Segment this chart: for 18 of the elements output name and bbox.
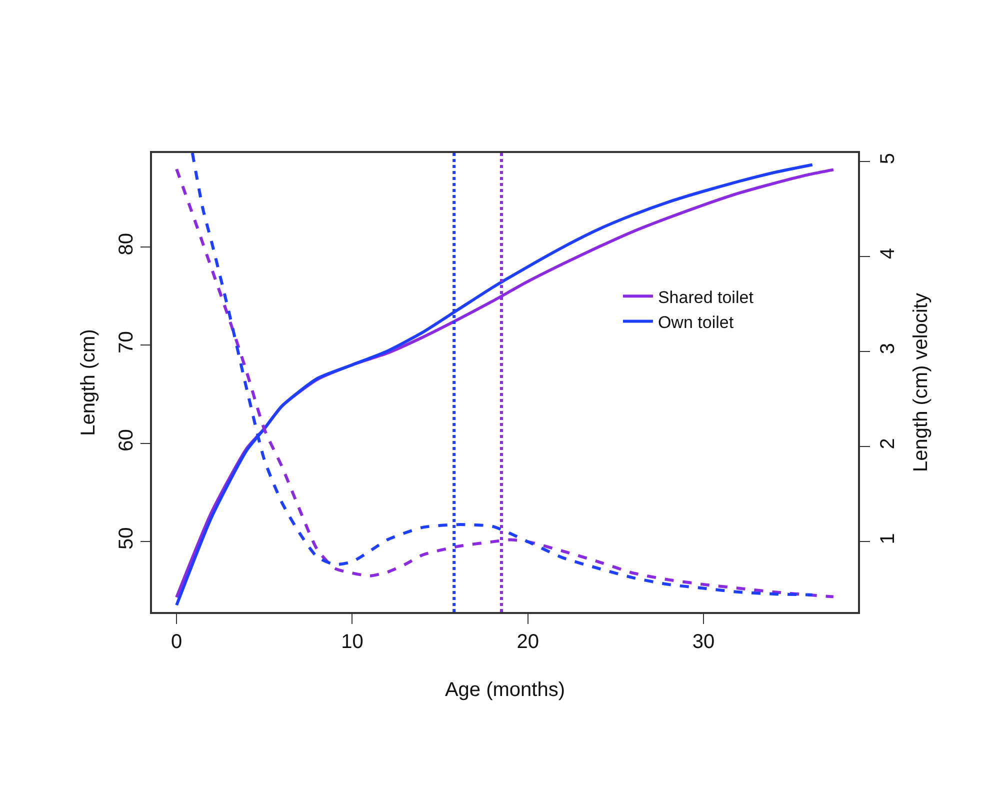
y-tick-label: 60	[115, 429, 138, 452]
x-tick-label: 20	[516, 630, 539, 653]
x-axis-title: Age (months)	[444, 678, 566, 701]
legend-label: Shared toilet	[658, 288, 754, 307]
x-tick-label: 30	[692, 630, 715, 653]
x-tick-label: 0	[171, 630, 182, 653]
y2-tick-label: 4	[876, 248, 899, 260]
legend-label: Own toilet	[658, 312, 734, 332]
y-axis-title: Length (cm)	[77, 329, 100, 436]
y2-tick-label: 5	[876, 152, 899, 164]
y-tick-label: 80	[115, 233, 138, 256]
y-tick-label: 70	[115, 331, 138, 354]
x-tick-label: 10	[341, 630, 364, 653]
y2-tick-label: 3	[876, 343, 899, 354]
y2-tick-label: 1	[876, 533, 899, 544]
y-tick-label: 50	[115, 527, 138, 550]
y2-tick-label: 2	[876, 438, 899, 450]
y2-axis-title: Length (cm) velocity	[910, 293, 932, 472]
